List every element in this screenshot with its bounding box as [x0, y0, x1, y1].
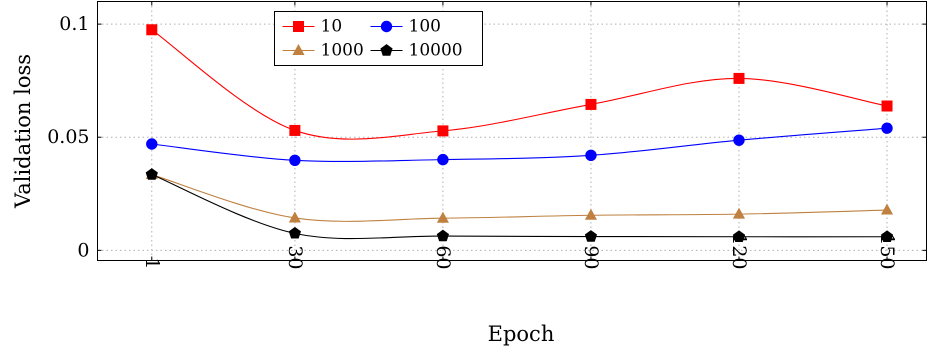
data-point [289, 154, 301, 166]
series-1000 [145, 168, 894, 223]
y-tick-label: 0.05 [47, 126, 89, 148]
series-layer [145, 24, 894, 242]
data-point [146, 24, 158, 36]
data-point [437, 153, 449, 166]
data-point [732, 207, 746, 219]
legend-entry: 10 [282, 17, 343, 37]
legend-box [274, 11, 483, 66]
plot-frame [97, 1, 927, 261]
data-point [881, 100, 893, 112]
x-tick-label: 1 [141, 257, 163, 269]
data-point [289, 124, 301, 136]
data-point [585, 98, 597, 110]
legend: 10 100 1000 10000 [274, 11, 483, 66]
data-point [436, 211, 449, 223]
x-tick-label: 120 [728, 233, 750, 269]
y-axis-label: Validation loss [11, 54, 35, 209]
data-point [733, 72, 745, 84]
y-tick-label: 0.1 [59, 13, 89, 35]
grid-lines [97, 1, 927, 261]
axis-ticks: 1 30 60 90 120 150 0 0.05 0.1 [47, 1, 927, 270]
data-point [288, 226, 301, 239]
data-point [881, 122, 893, 134]
series-line [151, 174, 888, 240]
data-point [437, 125, 449, 137]
series-line [151, 127, 888, 163]
data-point [732, 230, 746, 242]
legend-entry: 100 [370, 17, 441, 37]
series-line [151, 29, 888, 140]
x-tick-label: 90 [580, 245, 602, 269]
series-10000 [145, 168, 894, 242]
x-tick-label: 30 [284, 245, 306, 269]
data-point [584, 230, 598, 242]
data-point [880, 203, 894, 215]
legend-marker [293, 21, 304, 32]
data-point [288, 211, 301, 223]
legend-label: 10000 [409, 41, 463, 61]
legend-entry: 1000 [282, 41, 364, 61]
data-point [733, 134, 745, 146]
data-point [146, 138, 158, 150]
legend-entry: 10000 [370, 41, 463, 61]
data-point [145, 168, 158, 180]
data-point [584, 208, 597, 220]
legend-label: 1000 [321, 41, 364, 61]
series-line [151, 174, 888, 222]
y-tick-label: 0 [77, 239, 89, 261]
data-point [585, 149, 597, 162]
data-point [436, 229, 450, 242]
series-10 [146, 24, 893, 140]
legend-label: 10 [321, 17, 343, 37]
legend-marker [292, 43, 305, 55]
legend-label: 100 [409, 17, 441, 37]
x-axis-label: Epoch [488, 322, 555, 346]
legend-marker [380, 20, 393, 33]
x-tick-label: 60 [432, 245, 454, 269]
data-point [880, 230, 894, 242]
legend-marker [380, 44, 393, 56]
series-100 [146, 122, 893, 166]
x-tick-label: 150 [876, 233, 898, 269]
